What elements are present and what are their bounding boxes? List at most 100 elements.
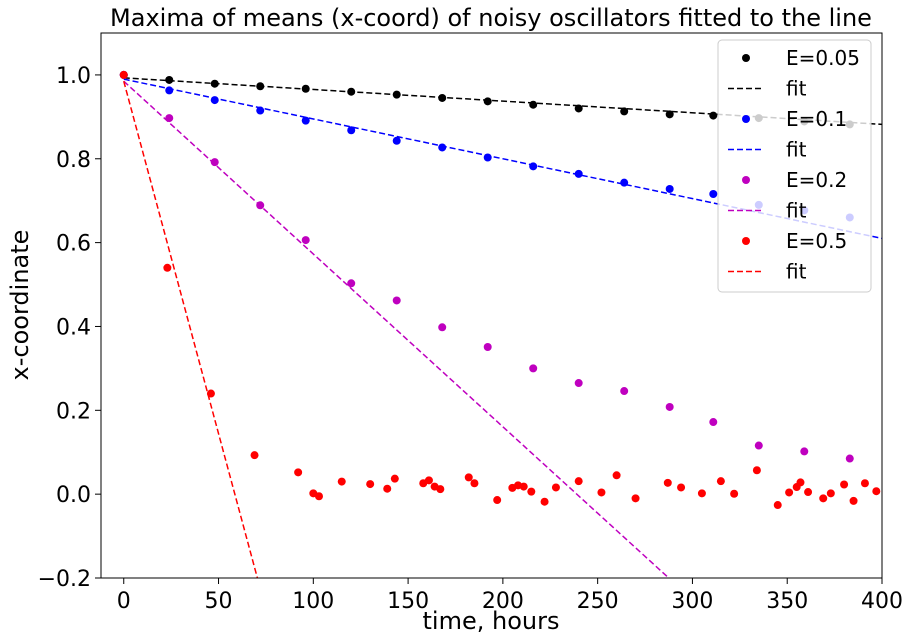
data-point-series-1 bbox=[347, 126, 356, 135]
data-point-series-3 bbox=[804, 488, 813, 497]
data-point-series-3 bbox=[716, 477, 725, 486]
legend-label: fit bbox=[786, 260, 807, 284]
y-tick-label: −0.2 bbox=[38, 567, 91, 592]
data-point-series-3 bbox=[752, 466, 761, 475]
fit-line-series-2 bbox=[123, 80, 670, 578]
data-point-series-3 bbox=[119, 70, 128, 79]
data-point-series-2 bbox=[845, 454, 854, 463]
y-axis-label: x-coordinate bbox=[6, 230, 34, 381]
data-point-series-2 bbox=[256, 201, 265, 210]
data-point-series-2 bbox=[165, 114, 174, 123]
x-axis-label: time, hours bbox=[423, 607, 560, 635]
data-point-series-3 bbox=[383, 484, 392, 493]
data-point-series-2 bbox=[301, 236, 310, 245]
x-tick-label: 300 bbox=[671, 589, 713, 614]
x-tick-label: 150 bbox=[387, 589, 429, 614]
data-point-series-0 bbox=[574, 104, 583, 113]
data-point-series-2 bbox=[438, 323, 447, 332]
legend-label: fit bbox=[786, 138, 807, 162]
data-point-series-3 bbox=[612, 471, 621, 480]
data-point-series-3 bbox=[206, 389, 215, 398]
x-tick-label: 100 bbox=[292, 589, 334, 614]
data-point-series-2 bbox=[620, 387, 629, 396]
data-point-series-3 bbox=[796, 478, 805, 487]
data-point-series-2 bbox=[709, 418, 718, 427]
data-point-series-0 bbox=[256, 82, 265, 91]
data-point-series-3 bbox=[826, 489, 835, 498]
data-point-series-3 bbox=[527, 487, 536, 496]
data-point-series-0 bbox=[165, 75, 174, 84]
data-point-series-3 bbox=[730, 489, 739, 498]
y-axis: −0.2 0.0 0.2 0.4 0.6 0.8 1.0 bbox=[38, 64, 101, 592]
data-point-series-0 bbox=[210, 79, 219, 88]
data-point-series-3 bbox=[860, 479, 869, 488]
data-point-series-3 bbox=[314, 492, 323, 501]
data-point-series-1 bbox=[392, 136, 401, 145]
x-tick-label: 350 bbox=[766, 589, 808, 614]
data-point-series-3 bbox=[519, 482, 528, 491]
data-point-series-3 bbox=[819, 494, 828, 503]
data-point-series-0 bbox=[347, 87, 356, 96]
data-point-series-2 bbox=[483, 343, 492, 352]
legend: E=0.05 fit E=0.1 fit E=0.2 fit E=0.5 fit bbox=[717, 39, 872, 293]
data-point-series-3 bbox=[366, 480, 375, 489]
data-point-series-2 bbox=[392, 296, 401, 305]
x-tick-label: 200 bbox=[482, 589, 524, 614]
data-point-series-0 bbox=[529, 100, 538, 109]
fit-line-series-3 bbox=[123, 81, 259, 578]
x-tick-label: 400 bbox=[861, 589, 903, 614]
data-point-series-3 bbox=[424, 476, 433, 485]
data-point-series-3 bbox=[597, 488, 606, 497]
data-point-series-3 bbox=[337, 477, 346, 486]
data-point-series-3 bbox=[294, 468, 303, 477]
data-point-series-3 bbox=[551, 483, 560, 492]
data-point-series-0 bbox=[301, 84, 310, 93]
data-point-series-2 bbox=[574, 379, 583, 388]
data-point-series-0 bbox=[665, 110, 674, 119]
data-point-series-3 bbox=[464, 473, 473, 482]
data-point-series-0 bbox=[709, 111, 718, 120]
legend-marker bbox=[742, 54, 750, 62]
data-point-series-3 bbox=[663, 478, 672, 487]
data-point-series-2 bbox=[754, 441, 763, 450]
data-point-series-0 bbox=[392, 90, 401, 99]
data-point-series-3 bbox=[390, 474, 399, 483]
data-point-series-3 bbox=[631, 494, 640, 503]
data-point-series-1 bbox=[483, 153, 492, 162]
chart-title: Maxima of means (x-coord) of noisy oscil… bbox=[110, 4, 872, 32]
data-point-series-3 bbox=[574, 477, 583, 486]
legend-label: fit bbox=[786, 77, 807, 101]
legend-label: E=0.1 bbox=[786, 107, 847, 131]
data-point-series-2 bbox=[529, 364, 538, 373]
legend-label: E=0.2 bbox=[786, 168, 847, 192]
data-point-series-0 bbox=[620, 107, 629, 116]
legend-marker bbox=[742, 115, 750, 123]
data-point-series-1 bbox=[256, 106, 265, 115]
data-point-series-1 bbox=[574, 169, 583, 178]
y-tick-label: 0.2 bbox=[56, 399, 91, 424]
data-point-series-2 bbox=[800, 447, 809, 456]
legend-label: E=0.05 bbox=[786, 46, 860, 70]
plot-frame bbox=[100, 32, 883, 579]
y-tick-label: 0.8 bbox=[56, 148, 91, 173]
data-point-series-1 bbox=[301, 116, 310, 125]
y-tick-label: 0.4 bbox=[56, 315, 91, 340]
x-tick-label: 50 bbox=[205, 589, 233, 614]
data-point-series-2 bbox=[210, 158, 219, 167]
data-point-series-0 bbox=[483, 97, 492, 106]
legend-box bbox=[717, 39, 872, 293]
data-point-series-3 bbox=[697, 489, 706, 498]
data-point-series-2 bbox=[347, 279, 356, 288]
y-tick-label: 1.0 bbox=[56, 64, 91, 89]
data-point-series-1 bbox=[665, 184, 674, 193]
y-tick-label: 0.0 bbox=[56, 483, 91, 508]
data-point-series-3 bbox=[840, 480, 849, 489]
data-point-series-3 bbox=[785, 488, 794, 497]
data-point-series-1 bbox=[210, 96, 219, 105]
legend-marker bbox=[742, 176, 750, 184]
data-point-series-3 bbox=[872, 487, 881, 496]
data-point-series-3 bbox=[773, 501, 782, 510]
data-point-series-3 bbox=[470, 479, 479, 488]
data-point-series-1 bbox=[438, 143, 447, 152]
